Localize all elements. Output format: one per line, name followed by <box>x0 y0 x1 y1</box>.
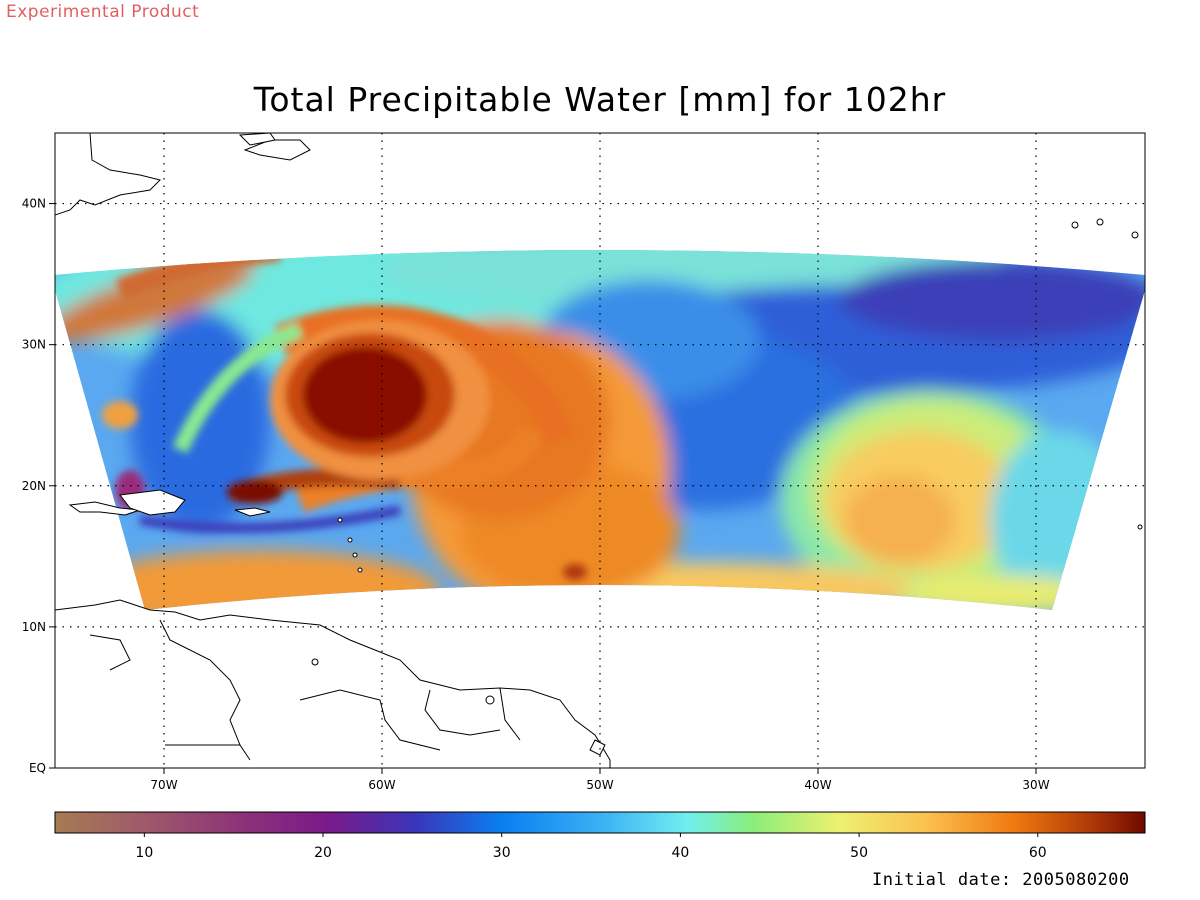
chart-title: Total Precipitable Water [mm] for 102hr <box>253 80 947 119</box>
lat-lon-grid <box>55 133 1145 768</box>
lat-tick-label: 10N <box>22 620 46 634</box>
lon-tick-label: 60W <box>368 778 395 792</box>
lat-tick-label: 30N <box>22 338 46 352</box>
lon-tick-label: 30W <box>1022 778 1049 792</box>
coastlines <box>55 133 1143 768</box>
initial-date-label: Initial date: 2005080200 <box>872 870 1130 890</box>
lon-tick-label: 40W <box>804 778 831 792</box>
experimental-product-label: Experimental Product <box>6 2 200 22</box>
colorbar-tick-label: 10 <box>135 845 153 861</box>
precipitable-water-field <box>55 250 1145 610</box>
colorbar-tick-label: 50 <box>850 845 868 861</box>
borders <box>89 619 521 761</box>
lon-tick-label: 50W <box>586 778 613 792</box>
colorbar-tick-label: 20 <box>314 845 332 861</box>
colorbar-tick-label: 30 <box>493 845 511 861</box>
colorbar <box>54 811 1146 834</box>
colorbar-tick-label: 40 <box>671 845 689 861</box>
lat-tick-label: 40N <box>22 197 46 211</box>
longitude-axis: 70W 60W 50W 40W 30W <box>150 768 1050 792</box>
colorbar-axis: 10 20 30 40 50 60 <box>135 833 1047 861</box>
lon-tick-label: 70W <box>150 778 177 792</box>
colorbar-tick-label: 60 <box>1029 845 1047 861</box>
lat-tick-label: 20N <box>22 479 46 493</box>
lat-tick-label: EQ <box>29 761 46 775</box>
latitude-axis: EQ 10N 20N 30N 40N <box>22 197 55 775</box>
